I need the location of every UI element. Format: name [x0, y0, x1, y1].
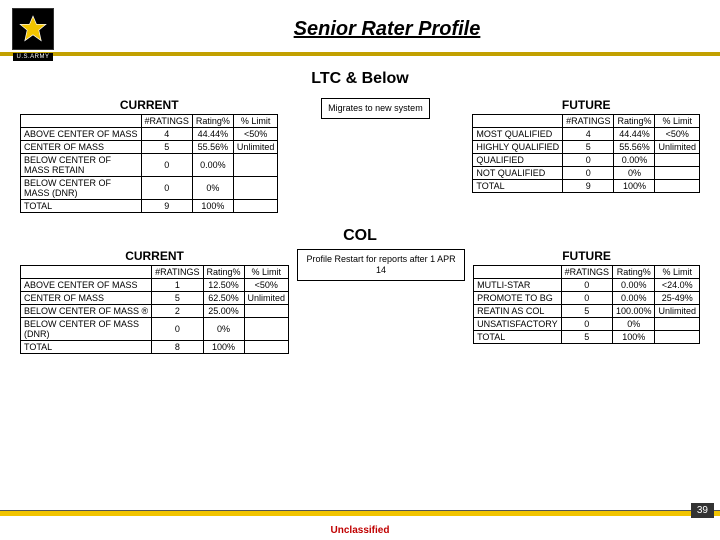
- page-title: Senior Rater Profile: [54, 18, 720, 41]
- current-label-2: CURRENT: [20, 249, 289, 263]
- army-logo: U.S.ARMY: [12, 8, 54, 50]
- classification: Unclassified: [0, 525, 720, 536]
- future-label-2: FUTURE: [473, 249, 700, 263]
- current-label-1: CURRENT: [20, 98, 278, 112]
- subtitle-col: COL: [0, 227, 720, 245]
- subtitle-ltc: LTC & Below: [0, 70, 720, 88]
- col-current-table: #RATINGSRating%% Limit ABOVE CENTER OF M…: [20, 265, 289, 354]
- migrate-bubble: Migrates to new system: [321, 98, 430, 119]
- future-label-1: FUTURE: [472, 98, 700, 112]
- col-future-table: #RATINGSRating%% Limit MUTLI-STAR00.00%<…: [473, 265, 700, 344]
- footer-bar: [0, 510, 720, 516]
- ltc-current-table: #RATINGSRating%% Limit ABOVE CENTER OF M…: [20, 114, 278, 213]
- restart-bubble: Profile Restart for reports after 1 APR …: [297, 249, 465, 281]
- page-number: 39: [691, 503, 714, 518]
- ltc-future-table: #RATINGSRating%% Limit MOST QUALIFIED444…: [472, 114, 700, 193]
- logo-subtext: U.S.ARMY: [13, 53, 53, 61]
